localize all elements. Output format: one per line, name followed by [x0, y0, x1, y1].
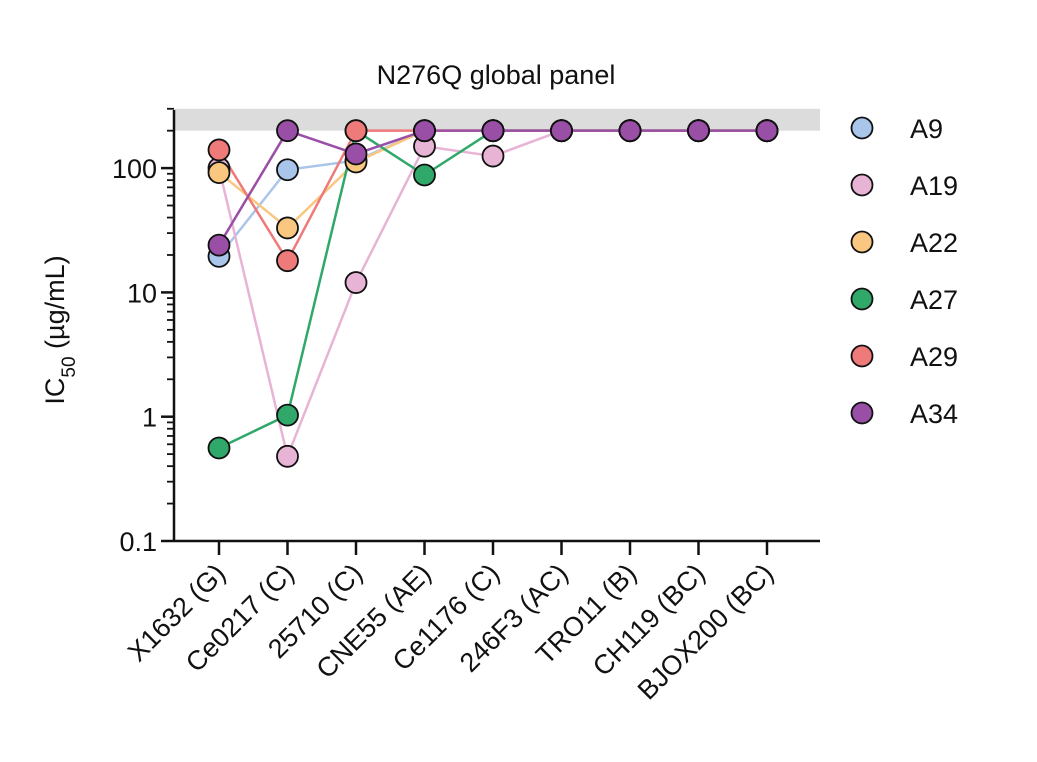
legend-label-a27: A27 [910, 285, 958, 315]
data-point-a29 [276, 249, 299, 273]
data-point-a29 [344, 119, 368, 143]
data-point-a22 [207, 161, 231, 185]
data-point-a27 [276, 403, 299, 427]
y-axis-label-sub: 50 [59, 356, 80, 377]
legend-marker-a19 [850, 173, 874, 197]
y-axis-label-rest: (µg/mL) [40, 255, 70, 356]
legend-marker-a22 [850, 230, 874, 254]
legend-label-a19: A19 [910, 171, 958, 201]
data-point-a19 [276, 444, 299, 468]
data-point-a34 [413, 119, 436, 143]
data-point-a34 [550, 119, 573, 143]
data-point-a34 [344, 142, 368, 166]
series-line-a27 [218, 129, 767, 450]
y-axis-label: IC50 (µg/mL) [40, 255, 80, 404]
series-lines-layer [217, 129, 767, 458]
y-tick-label: 10 [127, 278, 157, 308]
legend-label-a34: A34 [910, 399, 958, 429]
data-point-a29 [207, 138, 231, 162]
data-point-a9 [276, 158, 299, 182]
data-point-a27 [413, 163, 436, 187]
legend-label-a29: A29 [910, 342, 958, 372]
data-point-a34 [687, 119, 710, 143]
chart-title: N276Q global panel [377, 60, 616, 90]
data-point-a19 [481, 144, 505, 168]
shaded-band [174, 108, 820, 131]
data-point-a27 [207, 436, 231, 460]
legend-label-a9: A9 [910, 114, 943, 144]
legend-marker-a27 [850, 287, 874, 311]
y-tick-label: 1 [142, 403, 157, 433]
series-line-a19 [217, 129, 767, 458]
data-point-a34 [481, 119, 505, 143]
data-points-layer [207, 119, 779, 468]
data-point-a34 [207, 233, 231, 257]
y-tick-label: 0.1 [119, 527, 157, 557]
shaded-band-layer [174, 108, 820, 131]
legend: A9 A19 A22 A27 A29 A34 [850, 114, 958, 429]
legend-marker-a9 [850, 116, 874, 140]
legend-marker-a34 [850, 401, 874, 425]
data-point-a19 [344, 271, 368, 294]
legend-label-a22: A22 [910, 228, 958, 258]
legend-marker-a29 [850, 344, 874, 368]
data-point-a22 [276, 216, 299, 240]
data-point-a34 [618, 119, 642, 143]
data-point-a34 [755, 119, 779, 143]
y-axis-label-main: IC [40, 378, 70, 405]
data-point-a34 [276, 119, 299, 143]
y-tick-label: 100 [112, 154, 157, 184]
